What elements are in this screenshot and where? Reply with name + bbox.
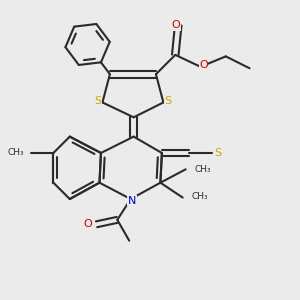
Text: CH₃: CH₃ — [7, 148, 24, 158]
Text: CH₃: CH₃ — [192, 192, 208, 201]
Text: O: O — [83, 219, 92, 229]
Text: S: S — [164, 96, 171, 106]
Text: N: N — [128, 196, 136, 206]
Text: O: O — [172, 20, 180, 30]
Text: CH₃: CH₃ — [195, 165, 211, 174]
Text: O: O — [199, 60, 208, 70]
Text: S: S — [214, 148, 221, 158]
Text: S: S — [94, 96, 101, 106]
